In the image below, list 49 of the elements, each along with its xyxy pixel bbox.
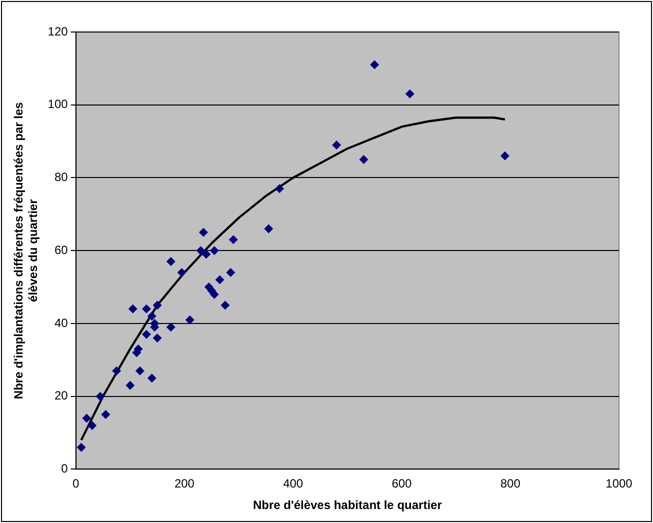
y-tick-label: 0 — [61, 462, 68, 476]
x-axis-title: Nbre d'élèves habitant le quartier — [252, 498, 442, 512]
point — [126, 380, 135, 390]
y-axis-title: Nbre d'implantations différentes fréquentées par les élèves du quartier — [12, 102, 40, 400]
point — [101, 410, 110, 420]
point — [147, 312, 156, 321]
point — [210, 246, 219, 256]
x-tick-label: 0 — [72, 476, 80, 491]
point — [332, 140, 342, 150]
y-tick-label: 100 — [48, 97, 68, 112]
point — [185, 315, 194, 324]
point — [359, 155, 368, 164]
point — [196, 246, 206, 256]
point — [135, 366, 144, 376]
x-tick-label: 1000 — [606, 476, 633, 491]
y-tick-label: 60 — [54, 242, 68, 257]
point — [96, 392, 105, 401]
y-tick-label: 40 — [54, 316, 68, 330]
point — [152, 300, 162, 310]
x-tick-label: 400 — [283, 476, 304, 491]
point — [198, 228, 208, 237]
x-tick-label: 800 — [500, 476, 521, 491]
point — [142, 330, 151, 339]
point — [405, 89, 414, 98]
point — [220, 300, 230, 310]
y-tick-label: 80 — [54, 170, 68, 184]
point — [82, 414, 92, 423]
point — [202, 250, 211, 259]
y-tick-label: 20 — [54, 388, 68, 403]
point — [226, 268, 236, 277]
point — [88, 420, 97, 430]
point — [76, 442, 86, 452]
point — [166, 257, 176, 266]
point — [166, 322, 176, 332]
point — [128, 304, 138, 314]
point — [228, 235, 238, 244]
point — [500, 151, 510, 160]
point — [275, 184, 284, 194]
point — [177, 268, 186, 277]
point — [370, 60, 380, 70]
x-tick-label: 200 — [174, 476, 195, 491]
point — [142, 304, 151, 314]
point — [147, 374, 156, 383]
x-tick-label: 600 — [392, 476, 412, 491]
point — [215, 275, 224, 284]
point — [264, 224, 274, 234]
point — [152, 334, 162, 343]
point — [112, 366, 122, 376]
y-tick-label: 120 — [48, 24, 68, 38]
